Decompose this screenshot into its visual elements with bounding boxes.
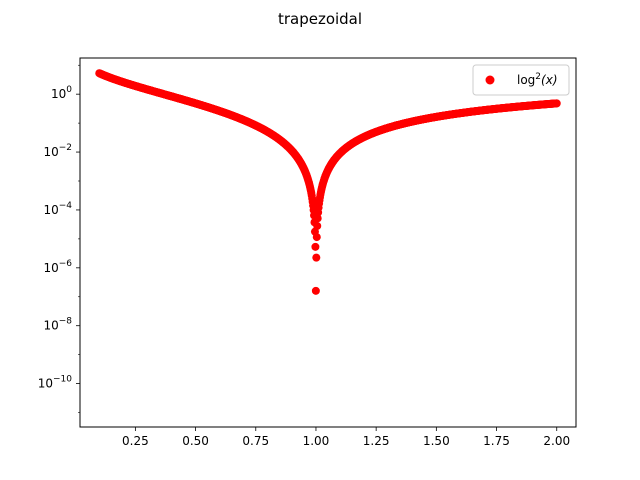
data-point bbox=[312, 233, 321, 242]
y-tick-label: 10−10 bbox=[38, 375, 73, 391]
y-tick-label: 10−8 bbox=[43, 317, 72, 333]
data-point bbox=[313, 214, 322, 223]
data-point bbox=[552, 99, 561, 108]
axes-frame bbox=[79, 57, 577, 428]
y-tick-label: 10−6 bbox=[43, 259, 72, 275]
plot-background bbox=[80, 58, 576, 427]
legend-frame bbox=[472, 64, 570, 96]
legend-marker bbox=[485, 75, 495, 85]
legend-label: log2(x) bbox=[517, 72, 558, 87]
chart-title: trapezoidal bbox=[278, 10, 362, 28]
data-point bbox=[312, 253, 321, 262]
data-point bbox=[311, 286, 320, 295]
y-tick-label: 10−4 bbox=[43, 201, 72, 217]
x-tick-label: 1.50 bbox=[423, 434, 450, 448]
axes: 0.25 0.50 0.75 1.00 1.25 1.50 1.75 2.00 100 10−2 1… bbox=[38, 57, 577, 448]
plot-area bbox=[80, 58, 576, 427]
data-point bbox=[311, 242, 320, 251]
x-tick-label: 2.00 bbox=[543, 434, 570, 448]
x-tick-label: 1.25 bbox=[363, 434, 390, 448]
data-point bbox=[313, 221, 322, 230]
y-tick-label: 100 bbox=[51, 85, 72, 101]
x-tick-label: 0.50 bbox=[182, 434, 209, 448]
x-tick-label: 1.00 bbox=[303, 434, 330, 448]
y-tick-label: 10−2 bbox=[43, 143, 72, 159]
x-tick-label: 0.25 bbox=[122, 434, 149, 448]
x-tick-label: 1.75 bbox=[483, 434, 510, 448]
scatter-series bbox=[95, 69, 561, 295]
legend: log2(x) bbox=[472, 64, 570, 96]
x-tick-label: 0.75 bbox=[242, 434, 269, 448]
